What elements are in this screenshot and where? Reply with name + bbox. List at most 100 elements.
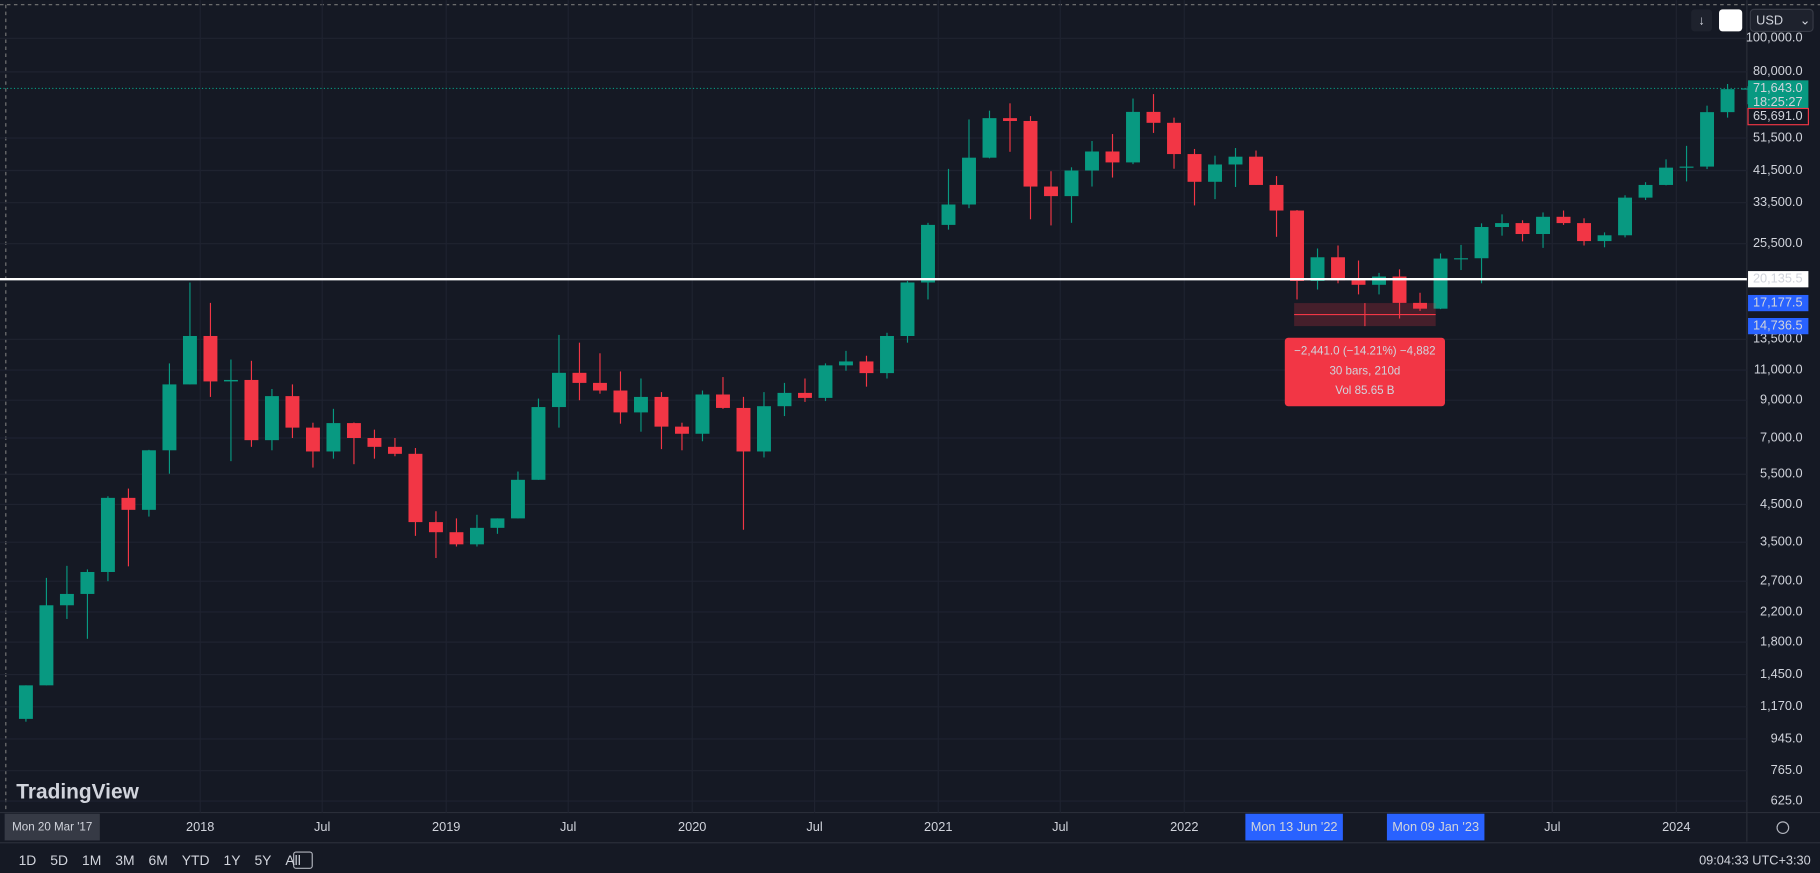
interval-button[interactable]: 1M: [82, 852, 101, 868]
candle-body: [18, 685, 33, 719]
candle-body: [572, 372, 587, 383]
candle-body: [695, 394, 710, 434]
currency-button[interactable]: [1749, 8, 1814, 32]
x-tick-label: 2018: [186, 819, 214, 834]
y-tick-label: 4,500.0: [1760, 496, 1803, 511]
interval-button[interactable]: 6M: [149, 852, 168, 868]
candle-body: [1044, 186, 1058, 197]
y-tick-label: 1,800.0: [1760, 633, 1803, 648]
candle-body: [1700, 112, 1715, 167]
candle-body: [941, 204, 956, 225]
x-tick-label: 2020: [678, 819, 706, 834]
x-tick-label: 2022: [1170, 819, 1198, 834]
settings-icon[interactable]: [1776, 821, 1790, 835]
candle-body: [182, 335, 197, 385]
candle-body: [367, 437, 382, 447]
candle-body: [1720, 89, 1735, 113]
interval-button[interactable]: 5D: [50, 852, 68, 868]
measure-text: 30 bars, 210d: [1329, 364, 1400, 377]
download-button[interactable]: [1691, 9, 1713, 32]
candle-body: [449, 532, 464, 545]
candle-body: [1290, 210, 1304, 281]
candle-body: [900, 282, 915, 336]
interval-button[interactable]: 1D: [19, 852, 37, 868]
interval-button[interactable]: 1Y: [224, 852, 241, 868]
fullscreen-button[interactable]: [1719, 9, 1743, 32]
candle-body: [1577, 223, 1592, 242]
candle-body: [1597, 235, 1612, 242]
price-label: 17,177.5: [1753, 294, 1803, 309]
candle-body: [1310, 257, 1325, 281]
candle-body: [346, 423, 361, 438]
y-tick-label: 9,000.0: [1760, 392, 1803, 407]
candle-body: [100, 497, 115, 572]
candle-body: [1249, 156, 1263, 185]
candle-body: [510, 479, 525, 519]
candle-body: [1372, 276, 1386, 285]
candle-body: [244, 379, 259, 441]
candle-body: [962, 157, 976, 205]
last-price-label: 71,643.0: [1753, 80, 1803, 95]
x-tick-label: Jul: [1544, 819, 1560, 834]
x-tick-label: Jul: [1052, 819, 1068, 834]
candle-body: [1495, 223, 1509, 227]
interval-button[interactable]: 5Y: [254, 852, 271, 868]
candle-body: [1331, 257, 1345, 281]
candle-body: [1536, 216, 1551, 235]
y-tick-label: 51,500.0: [1753, 129, 1803, 144]
candle-body: [531, 407, 546, 480]
x-tick-label: Jul: [560, 819, 576, 834]
crosshair-box: [4, 813, 100, 841]
candle-body: [1515, 223, 1530, 235]
y-tick-label: 7,000.0: [1760, 429, 1803, 444]
price-label: 14,736.5: [1753, 317, 1803, 332]
candle-body: [777, 392, 792, 407]
download-icon: ↓: [1698, 12, 1704, 27]
y-tick-label: 945.0: [1771, 730, 1803, 745]
candle-body: [162, 384, 177, 451]
candle-body: [408, 453, 423, 523]
y-tick-label: 11,000.0: [1754, 361, 1803, 376]
y-tick-label: 3,500.0: [1760, 534, 1803, 549]
candle-body: [59, 593, 74, 606]
time-range-box: [1245, 813, 1343, 841]
countdown: 18:25:27: [1753, 94, 1803, 109]
interval-button[interactable]: All: [285, 852, 300, 868]
candle-body: [798, 392, 812, 398]
candle-body: [1146, 111, 1161, 123]
prev-price-label: 65,691.0: [1753, 108, 1803, 123]
candle-body: [1413, 302, 1427, 309]
y-tick-label: 2,200.0: [1760, 603, 1803, 618]
interval-button[interactable]: 3M: [115, 852, 134, 868]
crosshair-label: Mon 20 Mar '17: [12, 821, 92, 834]
candle-body: [305, 427, 320, 452]
price-label-box: [1748, 317, 1809, 335]
candle-body: [716, 394, 730, 408]
time-range-label: Mon 13 Jun '22: [1251, 819, 1338, 834]
candle-body: [1454, 258, 1468, 260]
candle-body: [859, 361, 874, 374]
candle-body: [264, 396, 279, 441]
date-range-icon[interactable]: [293, 851, 313, 869]
candle-body: [551, 372, 566, 408]
y-tick-label: 33,500.0: [1753, 194, 1803, 209]
y-tick-label: 2,700.0: [1760, 573, 1803, 588]
interval-button[interactable]: YTD: [182, 852, 210, 868]
candle-body: [285, 396, 300, 428]
x-tick-label: 2024: [1662, 819, 1690, 834]
candle-body: [1269, 184, 1284, 211]
y-tick-label: 13,500.0: [1753, 331, 1803, 346]
candle-body: [1618, 197, 1633, 236]
time-range-label: Mon 09 Jan '23: [1392, 819, 1479, 834]
candle-body: [141, 450, 156, 510]
candle-body: [654, 396, 669, 427]
candle-body: [880, 335, 894, 374]
candle-body: [1023, 120, 1038, 187]
measure-text: Vol 85.65 B: [1335, 384, 1395, 397]
candle-body: [1228, 156, 1243, 165]
y-tick-label: 41,500.0: [1753, 162, 1803, 177]
candle-body: [1003, 118, 1017, 121]
prev-price-box: [1747, 107, 1809, 126]
